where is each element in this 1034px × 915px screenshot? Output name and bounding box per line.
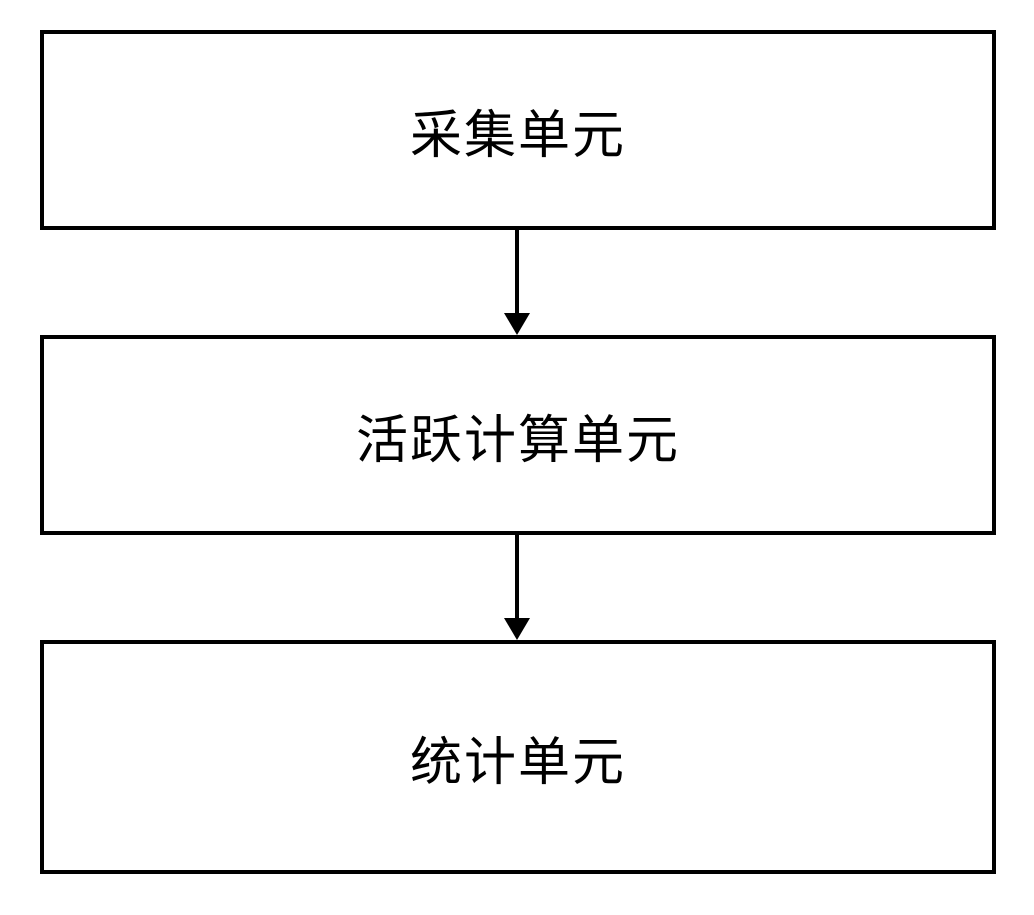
node-stat-unit: 统计单元 bbox=[40, 640, 996, 874]
arrow-2-line bbox=[515, 535, 519, 618]
node-collect-unit-label: 采集单元 bbox=[410, 93, 626, 168]
arrow-2-head-icon bbox=[504, 618, 530, 640]
flowchart-container: 采集单元 活跃计算单元 统计单元 bbox=[0, 0, 1034, 915]
arrow-1-head-icon bbox=[504, 313, 530, 335]
node-collect-unit: 采集单元 bbox=[40, 30, 996, 230]
node-active-calc-unit-label: 活跃计算单元 bbox=[356, 398, 680, 473]
node-stat-unit-label: 统计单元 bbox=[410, 720, 626, 795]
arrow-1-line bbox=[515, 230, 519, 313]
node-active-calc-unit: 活跃计算单元 bbox=[40, 335, 996, 535]
